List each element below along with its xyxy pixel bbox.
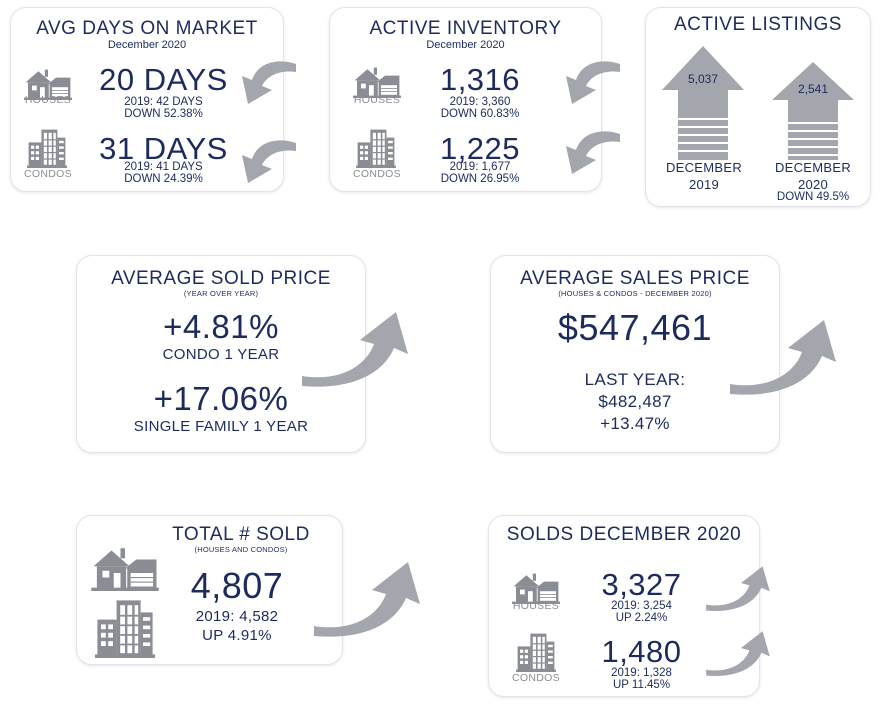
building-icon xyxy=(356,128,396,168)
total-sold-value: 4,807 xyxy=(190,565,284,606)
houses-days-change: DOWN 52.38% xyxy=(124,108,203,120)
active-inventory-title: ACTIVE INVENTORY xyxy=(369,18,562,39)
single-family-price-change-value: +17.06% xyxy=(153,380,289,417)
total-sold-change: UP 4.91% xyxy=(202,627,272,644)
up-bar-arrow-icon xyxy=(772,62,854,160)
condos-inventory-value: 1,225 xyxy=(439,131,521,166)
condos-label: CONDOS xyxy=(512,672,560,684)
condos-inventory-change: DOWN 26.95% xyxy=(440,173,520,185)
solds-december-title: SOLDS DECEMBER 2020 xyxy=(506,524,742,545)
listings-2019-value: 5,037 xyxy=(687,72,719,86)
listings-2020-label-line1: DECEMBER xyxy=(774,160,852,175)
avg-sales-price-card: AVERAGE SALES PRICE (HOUSES & CONDOS - D… xyxy=(490,255,780,453)
listings-2019-label-line1: DECEMBER xyxy=(665,160,743,175)
down-arrow-icon xyxy=(552,58,622,108)
down-arrow-icon xyxy=(228,137,298,187)
last-year-value: $482,487 xyxy=(598,392,672,411)
houses-days-value: 20 DAYS xyxy=(99,62,228,97)
last-year-label: LAST YEAR: xyxy=(584,370,686,389)
avg-sold-price-card: AVERAGE SOLD PRICE (YEAR OVER YEAR) +4.8… xyxy=(76,255,366,453)
condo-price-change-label: CONDO 1 YEAR xyxy=(162,346,280,363)
listings-2020-change: DOWN 49.5% xyxy=(776,191,850,203)
building-icon xyxy=(27,128,67,168)
down-arrow-icon xyxy=(552,128,622,178)
condos-days-change: DOWN 24.39% xyxy=(124,173,203,185)
days-on-market-card: AVG DAYS ON MARKET December 2020 HOUSES … xyxy=(10,7,284,192)
houses-label: HOUSES xyxy=(353,94,401,106)
days-on-market-period: December 2020 xyxy=(107,39,187,51)
condos-sold-prior: 2019: 1,328 xyxy=(611,667,672,679)
building-icon xyxy=(95,598,155,658)
avg-sales-price-value: $547,461 xyxy=(557,307,713,348)
condos-days-value: 31 DAYS xyxy=(99,131,228,166)
condo-price-change-value: +4.81% xyxy=(163,308,279,345)
active-inventory-card: ACTIVE INVENTORY December 2020 HOUSES 1,… xyxy=(329,7,602,192)
down-arrow-icon xyxy=(228,58,298,108)
avg-sales-price-subtitle: (HOUSES & CONDOS - DECEMBER 2020) xyxy=(558,289,712,298)
houses-label: HOUSES xyxy=(24,94,72,106)
total-sold-card: TOTAL # SOLD (HOUSES AND CONDOS) 4,807 2… xyxy=(76,515,343,665)
condos-label: CONDOS xyxy=(353,168,401,180)
building-icon xyxy=(516,632,556,672)
listings-2020-label-line2: 2020 xyxy=(797,177,829,192)
up-arrow-icon xyxy=(312,560,422,640)
up-bar-arrow-icon xyxy=(662,46,744,160)
houses-label: HOUSES xyxy=(512,600,560,612)
condos-sold-value: 1,480 xyxy=(601,634,682,669)
up-arrow-icon xyxy=(705,630,771,678)
days-on-market-title: AVG DAYS ON MARKET xyxy=(36,18,258,39)
listings-2019-label-line2: 2019 xyxy=(688,177,720,192)
houses-inventory-value: 1,316 xyxy=(439,62,521,97)
active-inventory-period: December 2020 xyxy=(426,39,505,51)
total-sold-prior: 2019: 4,582 xyxy=(195,608,279,625)
houses-sold-value: 3,327 xyxy=(601,567,682,602)
listings-2020-value: 2,541 xyxy=(797,82,829,96)
houses-sold-change: UP 2.24% xyxy=(615,612,668,624)
total-sold-title: TOTAL # SOLD xyxy=(172,524,310,545)
total-sold-subtitle: (HOUSES AND CONDOS) xyxy=(194,545,288,554)
up-arrow-icon xyxy=(705,565,771,613)
condos-sold-change: UP 11.45% xyxy=(612,679,671,691)
condos-days-prior: 2019: 41 DAYS xyxy=(124,161,203,173)
houses-days-prior: 2019: 42 DAYS xyxy=(124,96,203,108)
avg-sales-price-title: AVERAGE SALES PRICE xyxy=(520,268,750,289)
houses-sold-prior: 2019: 3,254 xyxy=(611,600,672,612)
active-listings-card: ACTIVE LISTINGS 5,037 DECEMBER 2019 2,54… xyxy=(645,7,871,207)
avg-sold-price-title: AVERAGE SOLD PRICE xyxy=(111,268,331,289)
single-family-price-change-label: SINGLE FAMILY 1 YEAR xyxy=(133,418,309,435)
condos-inventory-prior: 2019: 1,677 xyxy=(449,161,511,173)
up-arrow-icon xyxy=(300,310,410,390)
condos-label: CONDOS xyxy=(24,168,72,180)
houses-inventory-change: DOWN 60.83% xyxy=(440,108,520,120)
houses-inventory-prior: 2019: 3,360 xyxy=(449,96,511,108)
active-listings-title: ACTIVE LISTINGS xyxy=(674,14,842,35)
up-arrow-icon xyxy=(728,318,838,398)
avg-sold-price-subtitle: (YEAR OVER YEAR) xyxy=(183,289,259,298)
sales-price-change: +13.47% xyxy=(600,414,670,433)
